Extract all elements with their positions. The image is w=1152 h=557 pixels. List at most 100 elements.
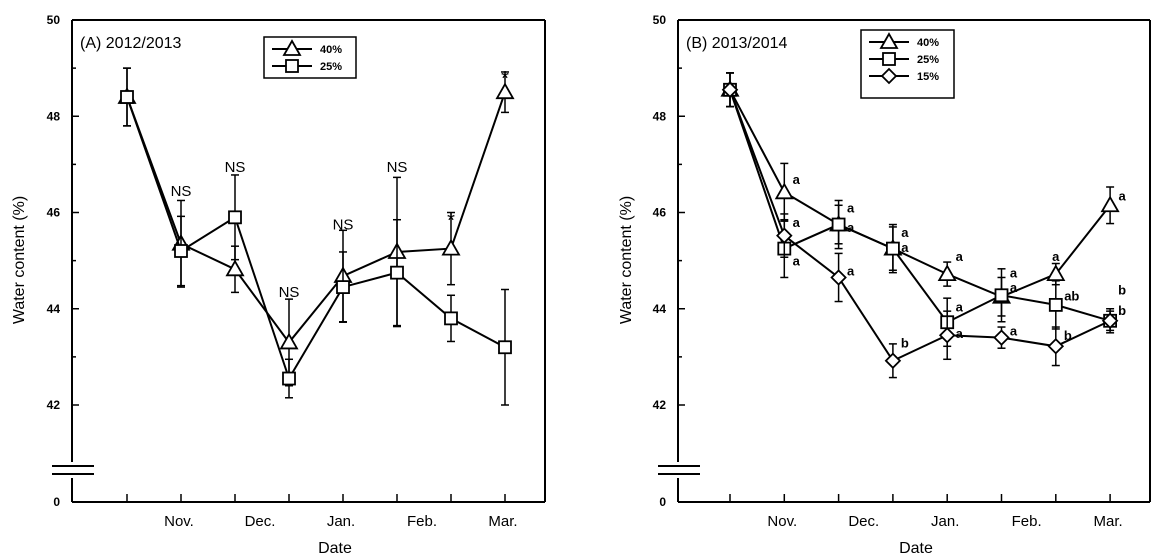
panel-b-data-point <box>937 264 957 282</box>
panel-a-data-point <box>444 311 458 326</box>
panel-a-y-ticks: 50 48 46 44 42 0 <box>47 13 79 509</box>
panel-a-data-point <box>228 210 242 225</box>
panel-b-axes <box>658 19 1151 503</box>
panel-b-significance-label: a <box>847 220 855 235</box>
panel-b-significance-label: a <box>847 201 855 216</box>
panel-b-significance-label: a <box>793 215 801 230</box>
panel-b-legend-marker <box>882 52 896 66</box>
panel-b-y-tick-label: 0 <box>659 495 666 509</box>
panel-b-significance-label: b <box>1064 328 1072 343</box>
panel-b-significance-label: a <box>1118 189 1126 204</box>
panel-a-axes <box>52 19 546 503</box>
panel-b-legend-marker <box>879 32 899 49</box>
panel-a-y-tick-label: 0 <box>53 495 60 509</box>
panel-b-significance-label: ab <box>1064 288 1079 303</box>
panel-b-series-line-25% <box>729 89 1111 324</box>
panel-b-y-tick-label: 50 <box>653 13 667 27</box>
panel-a-series-line-40% <box>126 91 506 345</box>
panel-b-significance-label: b <box>1118 303 1126 318</box>
panel-a-data-point <box>495 82 515 100</box>
panel-a-data-point <box>390 265 404 280</box>
panel-a-data-point <box>120 90 134 104</box>
panel-b-y-tick-label: 42 <box>653 398 667 412</box>
panel-b-data-point <box>884 352 902 369</box>
panel-b-y-tick-label: 46 <box>653 206 667 220</box>
panel-a-x-ticks: Nov. Dec. Jan. Feb. Mar. <box>126 494 518 530</box>
panel-b-y-ticks: 50 48 46 44 42 0 <box>653 13 685 509</box>
panel-a-x-tick-label: Jan. <box>327 513 355 530</box>
panel-a-legend-label: 40% <box>320 44 342 56</box>
panel-a-x-tick-label: Mar. <box>488 513 517 530</box>
panel-b-data-point <box>938 326 956 344</box>
panel-a-significance-label: NS <box>333 217 354 234</box>
panel-b-data-point <box>993 329 1010 346</box>
panel-b-y-tick-label: 44 <box>653 302 667 316</box>
panel-b-data-point <box>994 288 1009 303</box>
panel-a-y-axis-label: Water content (%) <box>11 196 28 324</box>
panel-b-significance-label: a <box>901 240 909 255</box>
panel-a-legend-marker <box>282 39 302 56</box>
panel-b-data-point <box>776 227 793 244</box>
panel-b-data-point <box>1047 338 1065 355</box>
panel-a-legend-label: 25% <box>320 61 342 73</box>
panel-a-data-point <box>174 244 188 258</box>
panel-b-significance-label: a <box>956 249 964 264</box>
panel-b-y-axis-label: Water content (%) <box>618 196 635 324</box>
panel-a-x-axis-label: Date <box>318 540 352 557</box>
panel-a-x-tick-label: Dec. <box>245 513 276 530</box>
panel-b-significance-label: a <box>956 299 964 314</box>
panel-b-x-tick-label: Feb. <box>1012 513 1042 530</box>
panel-a-series-line-25% <box>126 96 506 381</box>
panel-a-x-tick-label: Feb. <box>407 513 437 530</box>
panel-b-data-point <box>1100 195 1120 213</box>
panel-b-significance-label: a <box>1010 323 1018 338</box>
panel-a-legend: 40%25% <box>263 36 357 79</box>
panel-a-y-tick-label: 46 <box>47 206 61 220</box>
panel-a-title: (A) 2012/2013 <box>80 35 182 52</box>
panel-a-significance-label: NS <box>387 159 408 176</box>
panel-a-y-tick-label: 48 <box>47 109 61 123</box>
panel-a-data-point <box>279 332 299 350</box>
panel-b-significance-label: a <box>901 225 909 240</box>
panel-a-annotations: NS NS NS NS NS * * <box>171 68 510 301</box>
panel-b-series <box>720 72 1120 379</box>
panel-a-significance-label: NS <box>279 284 300 301</box>
panel-b-significance-label: a <box>1052 249 1060 264</box>
panel-a-y-tick-label: 42 <box>47 398 61 412</box>
panel-a-y-tick-label: 44 <box>47 302 61 316</box>
panel-b-significance-label: a <box>956 326 964 341</box>
panel-a-significance-label: * <box>501 68 509 90</box>
panel-b-data-point <box>721 81 739 99</box>
panel-a-legend-marker <box>285 59 299 73</box>
panel-a: (A) 2012/2013 Date Water content (%) Nov… <box>11 13 546 557</box>
panel-b-data-point <box>830 269 847 286</box>
panel-a-data-point <box>498 340 512 355</box>
panel-b-legend-label: 25% <box>917 54 939 66</box>
panel-b-x-tick-label: Jan. <box>931 513 959 530</box>
panel-b-significance-label: a <box>793 172 801 187</box>
panel-b-significance-label: a <box>847 263 855 278</box>
panel-a-data-point <box>225 259 245 277</box>
panel-a-data-point <box>336 280 350 294</box>
panel-b-data-point <box>886 241 900 256</box>
panel-b-x-tick-label: Nov. <box>767 513 797 530</box>
panel-b-data-point <box>1048 297 1063 312</box>
panel-b-series-line-15% <box>729 89 1111 363</box>
panel-b-legend-label: 15% <box>917 71 939 83</box>
panel-a-x-tick-label: Nov. <box>164 513 194 530</box>
panel-a-y-tick-label: 50 <box>47 13 61 27</box>
panel-b-significance-label: a <box>1010 280 1018 295</box>
panel-a-series <box>117 67 515 406</box>
panel-a-significance-label: NS <box>171 183 192 200</box>
panel-a-data-point <box>282 371 296 386</box>
panel-a-significance-label: NS <box>225 159 246 176</box>
panel-b-data-point <box>1101 312 1119 330</box>
panel-b-data-point <box>774 182 794 200</box>
panel-b-significance-label: a <box>1010 266 1018 281</box>
panel-b: (B) 2013/2014 Date Water content (%) Nov… <box>618 13 1151 557</box>
panel-b-significance-label: b <box>1118 283 1126 298</box>
panel-b-series-line-40% <box>729 89 1111 298</box>
panel-b-legend: 40% 25% 15% <box>860 29 955 99</box>
panel-b-significance-label: b <box>901 335 909 350</box>
